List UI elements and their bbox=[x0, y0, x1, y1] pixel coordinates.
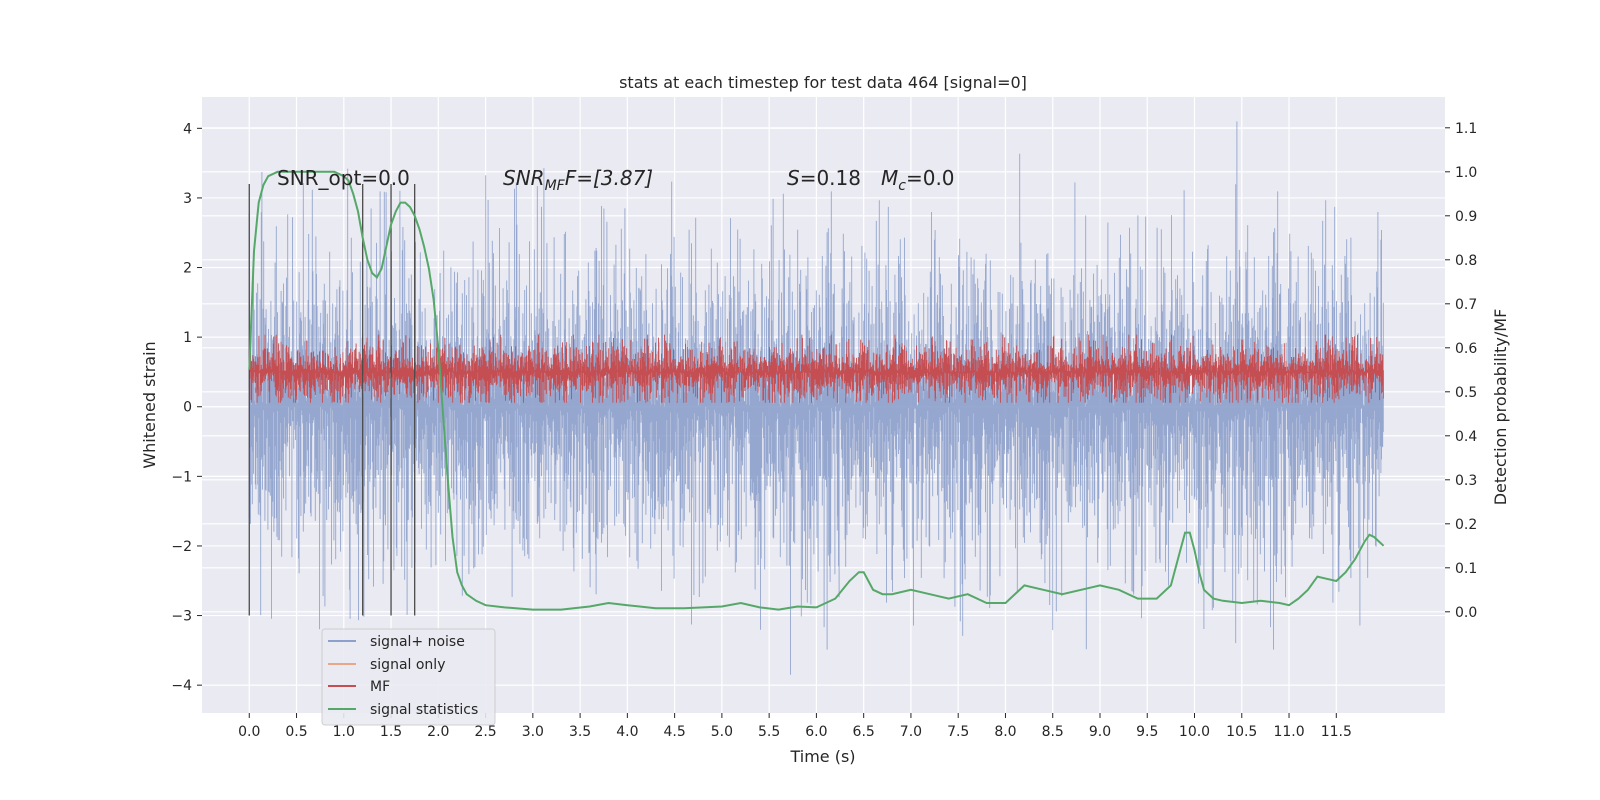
y-tick-label: 3 bbox=[183, 191, 192, 207]
y-tick-label: −3 bbox=[171, 609, 192, 625]
annotation-mc-symbol: M bbox=[881, 166, 898, 190]
annotation-s-symbol: S bbox=[787, 166, 800, 190]
y-tick-label: 1 bbox=[183, 330, 192, 346]
x-tick-label: 4.5 bbox=[663, 724, 685, 740]
y2-tick-label: 1.1 bbox=[1455, 121, 1477, 137]
annotation-mc-subscript: c bbox=[898, 178, 906, 194]
x-tick-label: 0.0 bbox=[238, 724, 260, 740]
y2-axis-ticks: 0.0 0.1 0.2 0.3 0.4 0.5 0.6 0.7 0.8 0.9 1.0 1.1 bbox=[1445, 121, 1477, 621]
y2-tick-label: 0.5 bbox=[1455, 385, 1477, 401]
x-axis-ticks: 0.0 0.5 1.0 1.5 2.0 2.5 3.0 3.5 4.0 4.5 5.0 5.5 6.0 6… bbox=[238, 713, 1352, 740]
x-tick-label: 2.0 bbox=[427, 724, 449, 740]
annotation-s: S=0.18 bbox=[787, 166, 861, 190]
x-tick-label: 7.5 bbox=[947, 724, 969, 740]
x-tick-label: 8.5 bbox=[1042, 724, 1064, 740]
annotation-snr-mf-value: F=[3.87] bbox=[565, 166, 653, 190]
x-tick-label: 5.0 bbox=[711, 724, 733, 740]
y2-tick-label: 0.3 bbox=[1455, 473, 1477, 489]
annotation-snr-mf: SNRMFF=[3.87] bbox=[503, 166, 653, 194]
y-axis-ticks: −4 −3 −2 −1 0 1 2 3 4 bbox=[171, 121, 202, 694]
x-tick-label: 11.0 bbox=[1273, 724, 1304, 740]
x-tick-label: 10.5 bbox=[1226, 724, 1257, 740]
x-tick-label: 1.5 bbox=[380, 724, 402, 740]
y2-tick-label: 0.8 bbox=[1455, 253, 1477, 269]
legend-label-mf: MF bbox=[370, 679, 390, 695]
series-signal-statistics bbox=[248, 170, 1385, 611]
legend-box bbox=[321, 628, 496, 726]
x-axis-title: Time (s) bbox=[789, 747, 855, 766]
x-tick-label: 6.0 bbox=[805, 724, 827, 740]
y-tick-label: −2 bbox=[171, 539, 192, 555]
x-tick-label: 8.0 bbox=[994, 724, 1016, 740]
legend-label-signal-noise: signal+ noise bbox=[370, 634, 465, 650]
y2-tick-label: 0.6 bbox=[1455, 341, 1477, 357]
annotation-snr-mf-symbol: SNR bbox=[503, 166, 545, 190]
x-tick-label: 1.0 bbox=[333, 724, 355, 740]
y2-tick-label: 0.9 bbox=[1455, 209, 1477, 225]
x-tick-label: 10.0 bbox=[1179, 724, 1210, 740]
x-tick-label: 0.5 bbox=[285, 724, 307, 740]
x-tick-label: 3.5 bbox=[569, 724, 591, 740]
x-tick-label: 6.5 bbox=[853, 724, 875, 740]
y-tick-label: −4 bbox=[171, 678, 192, 694]
x-tick-label: 4.0 bbox=[616, 724, 638, 740]
annotation-snr-opt: SNR_opt=0.0 bbox=[277, 166, 410, 190]
annotation-snr-mf-subscript: MF bbox=[545, 178, 566, 194]
y2-tick-label: 0.0 bbox=[1455, 605, 1477, 621]
legend-label-signal-only: signal only bbox=[370, 657, 445, 673]
annotation-mc-value: =0.0 bbox=[906, 166, 955, 190]
y2-tick-label: 0.1 bbox=[1455, 561, 1477, 577]
annotation-mc: Mc=0.0 bbox=[881, 166, 955, 194]
y2-axis-title: Detection probability/MF bbox=[1491, 309, 1510, 506]
x-tick-label: 5.5 bbox=[758, 724, 780, 740]
annotation-s-value: =0.18 bbox=[800, 166, 861, 190]
x-tick-label: 9.5 bbox=[1136, 724, 1158, 740]
y2-tick-label: 0.4 bbox=[1455, 429, 1477, 445]
y-tick-label: 0 bbox=[183, 400, 192, 416]
y-tick-label: 2 bbox=[183, 261, 192, 277]
y-tick-label: 4 bbox=[183, 121, 192, 137]
chart-title: stats at each timestep for test data 464… bbox=[619, 73, 1027, 92]
x-tick-label: 9.0 bbox=[1089, 724, 1111, 740]
y2-tick-label: 1.0 bbox=[1455, 165, 1477, 181]
y-axis-title: Whitened strain bbox=[140, 341, 159, 468]
vertical-markers bbox=[248, 184, 416, 616]
x-tick-label: 7.0 bbox=[900, 724, 922, 740]
x-tick-label: 2.5 bbox=[474, 724, 496, 740]
x-tick-label: 11.5 bbox=[1321, 724, 1352, 740]
y2-tick-label: 0.2 bbox=[1455, 517, 1477, 533]
legend-label-signal-statistics: signal statistics bbox=[370, 702, 478, 718]
legend: signal+ noise signal only MF signal stat… bbox=[321, 628, 496, 726]
x-tick-label: 3.0 bbox=[522, 724, 544, 740]
y2-tick-label: 0.7 bbox=[1455, 297, 1477, 313]
y-tick-label: −1 bbox=[171, 469, 192, 485]
